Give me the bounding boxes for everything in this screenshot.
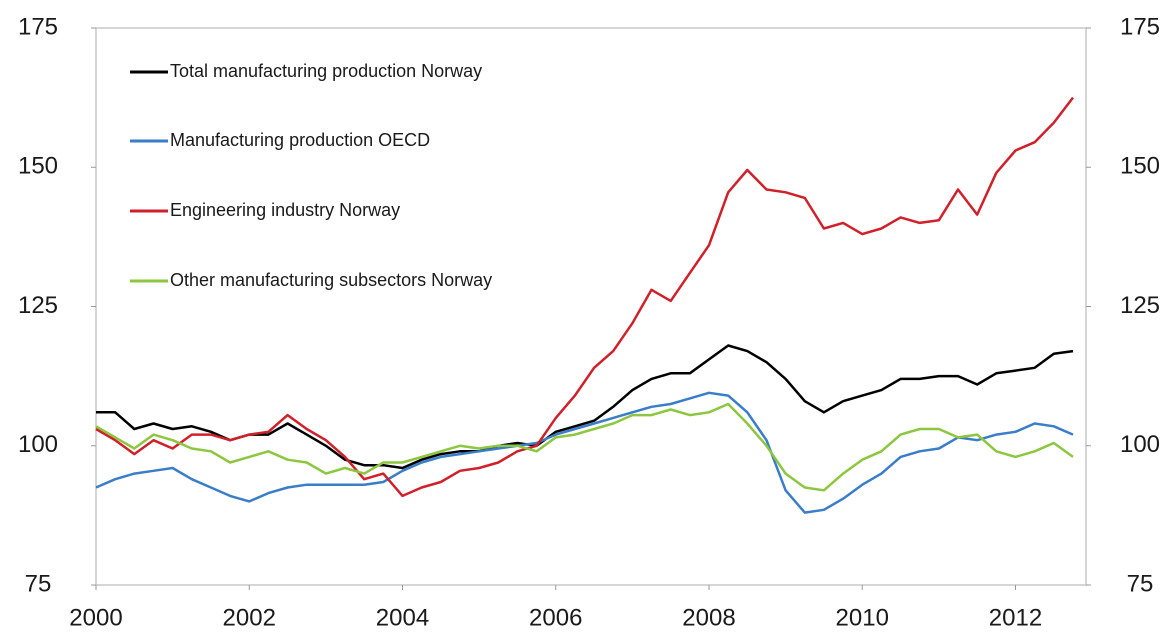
series-line (96, 344, 1074, 470)
y-tick-label: 125 (18, 292, 58, 319)
y2-tick-label: 75 (1127, 570, 1154, 597)
y-tick-label: 150 (18, 153, 58, 180)
series-line (95, 96, 1074, 498)
series-line (95, 391, 1074, 514)
series-line (95, 402, 1074, 492)
y2-tick-label: 125 (1120, 292, 1160, 319)
legend-label: Total manufacturing production Norway (170, 61, 482, 81)
plot-frame (95, 27, 1087, 586)
y-tick-label: 175 (18, 13, 58, 40)
x-tick-label: 2000 (69, 604, 122, 631)
x-tick-label: 2004 (376, 604, 429, 631)
legend-label: Engineering industry Norway (170, 200, 400, 220)
x-tick-label: 2008 (682, 604, 735, 631)
y-tick-label: 75 (25, 570, 52, 597)
x-tick-label: 2010 (836, 604, 889, 631)
x-tick-label: 2012 (989, 604, 1042, 631)
y2-tick-label: 175 (1120, 13, 1160, 40)
y2-tick-label: 100 (1120, 431, 1160, 458)
y2-tick-label: 150 (1120, 153, 1160, 180)
x-tick-label: 2006 (529, 604, 582, 631)
x-tick-label: 2002 (223, 604, 276, 631)
y-tick-label: 100 (18, 431, 58, 458)
legend-label: Other manufacturing subsectors Norway (170, 270, 492, 290)
legend-label: Manufacturing production OECD (170, 130, 430, 150)
